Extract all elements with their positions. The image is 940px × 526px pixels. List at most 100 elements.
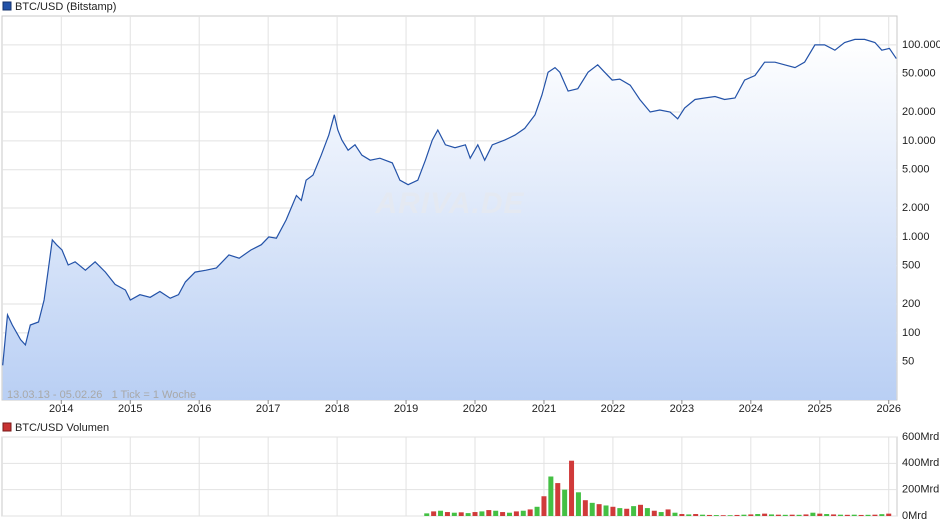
x-tick-label: 2025 xyxy=(808,403,832,415)
legend-swatch xyxy=(2,1,12,11)
volume-bar xyxy=(851,514,857,516)
volume-bar xyxy=(506,512,512,516)
volume-bar xyxy=(472,512,478,516)
x-tick-label: 2021 xyxy=(532,403,556,415)
volume-bar xyxy=(479,511,485,516)
volume-bar xyxy=(734,514,740,516)
volume-bar xyxy=(631,506,637,516)
volume-bar xyxy=(844,514,850,516)
volume-bar xyxy=(679,514,685,516)
volume-bar xyxy=(596,504,602,516)
y-tick-label: 500 xyxy=(902,260,920,272)
volume-bar xyxy=(817,513,823,516)
volume-bar xyxy=(686,514,692,516)
volume-bar xyxy=(782,514,788,516)
volume-bar xyxy=(444,512,450,516)
y-tick-label: 200Mrd xyxy=(902,484,939,496)
x-tick-label: 2015 xyxy=(118,403,142,415)
volume-bar xyxy=(465,513,471,516)
volume-bar xyxy=(651,510,657,516)
volume-bar xyxy=(803,514,809,516)
volume-bar xyxy=(693,514,699,516)
x-tick-label: 2022 xyxy=(601,403,625,415)
volume-bar xyxy=(762,513,768,516)
volume-bar xyxy=(431,511,437,516)
volume-bar xyxy=(700,514,706,516)
volume-bar xyxy=(534,506,540,516)
volume-bar xyxy=(541,496,547,516)
volume-bar xyxy=(451,512,457,516)
y-tick-label: 100.000 xyxy=(902,39,940,51)
chart-title: BTC/USD (Bitstamp) xyxy=(15,1,116,13)
volume-bar xyxy=(837,514,843,516)
volume-bar xyxy=(424,513,430,516)
y-tick-label: 2.000 xyxy=(902,202,930,214)
y-tick-label: 10.000 xyxy=(902,135,936,147)
volume-bar xyxy=(858,514,864,516)
volume-bar xyxy=(658,512,664,516)
volume-bar xyxy=(789,514,795,516)
volume-bar xyxy=(603,505,609,516)
volume-bar xyxy=(458,512,464,516)
volume-bar xyxy=(824,514,830,516)
volume-bar xyxy=(748,514,754,516)
volume-bar xyxy=(589,502,595,516)
volume-bar xyxy=(548,476,554,516)
volume-bar xyxy=(831,514,837,516)
volume-bar xyxy=(569,460,575,516)
volume-bar xyxy=(438,510,444,516)
x-tick-label: 2019 xyxy=(394,403,418,415)
volume-bar xyxy=(575,492,581,516)
y-tick-label: 20.000 xyxy=(902,106,936,118)
x-tick-label: 2024 xyxy=(739,403,763,415)
volume-bar xyxy=(617,508,623,516)
y-tick-label: 5.000 xyxy=(902,164,930,176)
x-tick-label: 2016 xyxy=(187,403,211,415)
volume-bar xyxy=(637,504,643,516)
y-tick-label: 200 xyxy=(902,298,920,310)
x-tick-label: 2018 xyxy=(325,403,349,415)
volume-bar xyxy=(713,515,719,516)
x-tick-label: 2023 xyxy=(670,403,694,415)
volume-bar xyxy=(610,506,616,516)
volume-title: BTC/USD Volumen xyxy=(15,422,109,434)
volume-bar xyxy=(527,509,533,516)
volume-bar xyxy=(741,514,747,516)
price-area xyxy=(2,39,897,401)
x-tick-label: 2020 xyxy=(463,403,487,415)
volume-bar xyxy=(500,512,506,516)
volume-bar xyxy=(755,514,761,516)
volume-bar xyxy=(769,514,775,516)
volume-bar xyxy=(879,514,885,516)
volume-bar xyxy=(520,510,526,516)
volume-bar xyxy=(872,514,878,516)
y-tick-label: 0Mrd xyxy=(902,510,927,522)
y-tick-label: 1.000 xyxy=(902,231,930,243)
volume-bar xyxy=(810,512,816,516)
annotation: 13.03.13 - 05.02.26 1 Tick = 1 Woche xyxy=(7,389,196,401)
volume-bar xyxy=(865,514,871,516)
x-tick-label: 2017 xyxy=(256,403,280,415)
y-tick-label: 50.000 xyxy=(902,68,936,80)
volume-bar xyxy=(886,513,892,516)
volume-bar xyxy=(493,510,499,516)
volume-bar xyxy=(706,514,712,516)
volume-bar xyxy=(555,483,561,516)
y-tick-label: 100 xyxy=(902,327,920,339)
volume-bar xyxy=(644,508,650,516)
legend-swatch xyxy=(2,422,12,432)
volume-bar xyxy=(562,489,568,516)
volume-bar xyxy=(720,515,726,516)
x-tick-label: 2014 xyxy=(49,403,73,415)
volume-bar xyxy=(582,500,588,516)
volume-bar xyxy=(486,510,492,516)
volume-bar xyxy=(796,514,802,516)
x-tick-label: 2026 xyxy=(876,403,900,415)
plot-frame xyxy=(1,436,898,517)
volume-bar xyxy=(624,508,630,516)
y-tick-label: 400Mrd xyxy=(902,457,939,469)
volume-bar xyxy=(513,511,519,516)
y-tick-label: 600Mrd xyxy=(902,431,939,443)
watermark: ARIVA.DE xyxy=(374,187,524,220)
